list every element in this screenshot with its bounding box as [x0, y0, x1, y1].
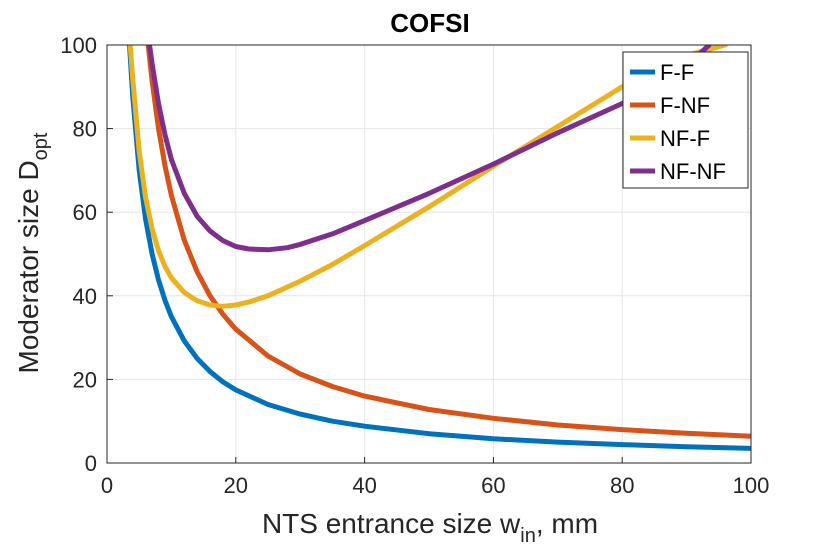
ticks: 0 20 40 60 80 100 0 20 40 60 80 100	[60, 33, 769, 498]
x-tick-label: 80	[610, 473, 634, 498]
y-tick-label: 60	[73, 200, 97, 225]
series-line-f-nf	[145, 45, 751, 439]
legend-label: F-NF	[660, 93, 710, 118]
x-tick-label: 60	[481, 473, 505, 498]
x-tick-label: 100	[733, 473, 770, 498]
plot-lines	[127, 45, 751, 451]
x-axis-label: NTS entrance size win, mm	[262, 508, 598, 547]
legend-label: NF-F	[660, 126, 710, 151]
y-tick-label: 80	[73, 117, 97, 142]
legend: F-F F-NF NF-F NF-NF	[622, 51, 749, 189]
series-line-f-f	[127, 45, 751, 451]
y-axis-label-main: Moderator size D	[13, 160, 44, 373]
y-tick-label: 20	[73, 367, 97, 392]
x-tick-label: 20	[224, 473, 248, 498]
y-tick-label: 0	[85, 451, 97, 476]
x-axis-label-tail: , mm	[536, 508, 598, 539]
x-tick-label: 0	[101, 473, 113, 498]
x-axis-label-sub: in	[520, 525, 536, 547]
legend-label: NF-NF	[660, 159, 726, 184]
x-axis-label-main: NTS entrance size w	[262, 508, 521, 539]
y-axis-label: Moderator size Dopt	[13, 132, 52, 373]
y-tick-label: 100	[60, 33, 97, 58]
y-tick-label: 40	[73, 284, 97, 309]
x-tick-label: 40	[352, 473, 376, 498]
legend-label: F-F	[660, 60, 694, 85]
y-axis-label-sub: opt	[30, 132, 52, 160]
legend-box	[622, 51, 749, 189]
axes-box	[106, 44, 752, 464]
series-line-nf-nf	[147, 45, 712, 253]
chart-title: COFSI	[390, 8, 469, 38]
